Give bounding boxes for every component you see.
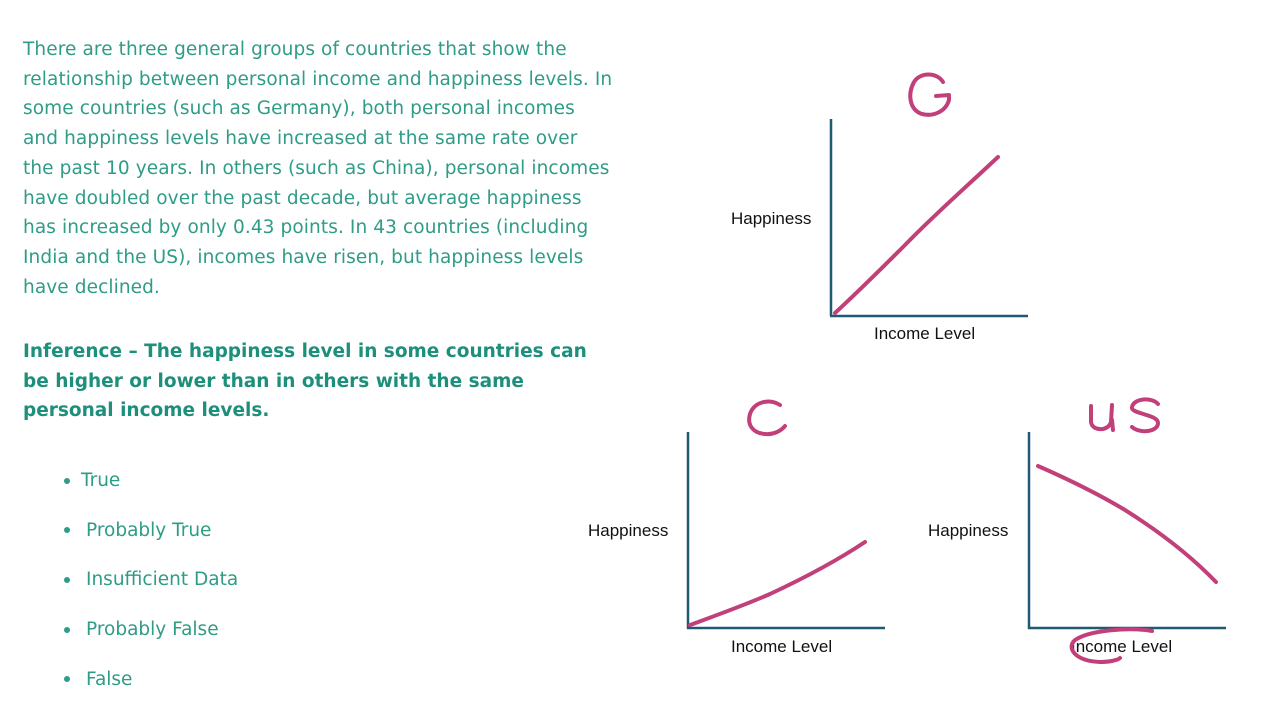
option-label: False: [86, 668, 133, 690]
option-true[interactable]: True: [60, 456, 238, 506]
handwritten-label-c: [747, 399, 787, 437]
annotation-scribble: [1069, 627, 1154, 664]
bullet-icon: [64, 676, 70, 683]
bullet-icon: [64, 576, 70, 583]
answer-options-list: True Probably True Insufficient Data Pro…: [60, 456, 238, 704]
option-label: True: [81, 470, 121, 492]
x-axis-label: Income Level: [731, 637, 832, 656]
option-label: Insufficient Data: [86, 569, 239, 591]
option-false[interactable]: False: [60, 654, 238, 704]
handwritten-label-us-s: [1130, 397, 1160, 434]
graph-germany: Happiness Income Level: [731, 72, 1028, 343]
bullet-icon: [64, 527, 70, 534]
handwritten-label-us: [1089, 403, 1115, 432]
option-probably-false[interactable]: Probably False: [60, 605, 238, 655]
y-axis-label: Happiness: [588, 521, 668, 540]
bullet-icon: [64, 477, 70, 484]
inference-statement: Inference – The happiness level in some …: [23, 341, 587, 422]
graph-china: Happiness Income Level: [588, 399, 885, 656]
bullet-icon: [64, 626, 70, 633]
x-axis-label: Income Level: [874, 324, 975, 343]
handwritten-label-g: [908, 72, 951, 117]
trend-line: [688, 540, 867, 627]
y-axis-label: Happiness: [731, 209, 811, 228]
description-paragraph: There are three general groups of countr…: [23, 39, 613, 298]
x-axis-label: Income Level: [1071, 637, 1172, 656]
option-label: Probably True: [86, 519, 212, 541]
y-axis-label: Happiness: [928, 521, 1008, 540]
graph-us: Happiness Income Level: [928, 397, 1226, 664]
option-label: Probably False: [86, 619, 219, 641]
trend-line: [1036, 464, 1218, 584]
option-probably-true[interactable]: Probably True: [60, 506, 238, 556]
option-insufficient-data[interactable]: Insufficient Data: [60, 555, 238, 605]
trend-line: [833, 155, 1000, 315]
